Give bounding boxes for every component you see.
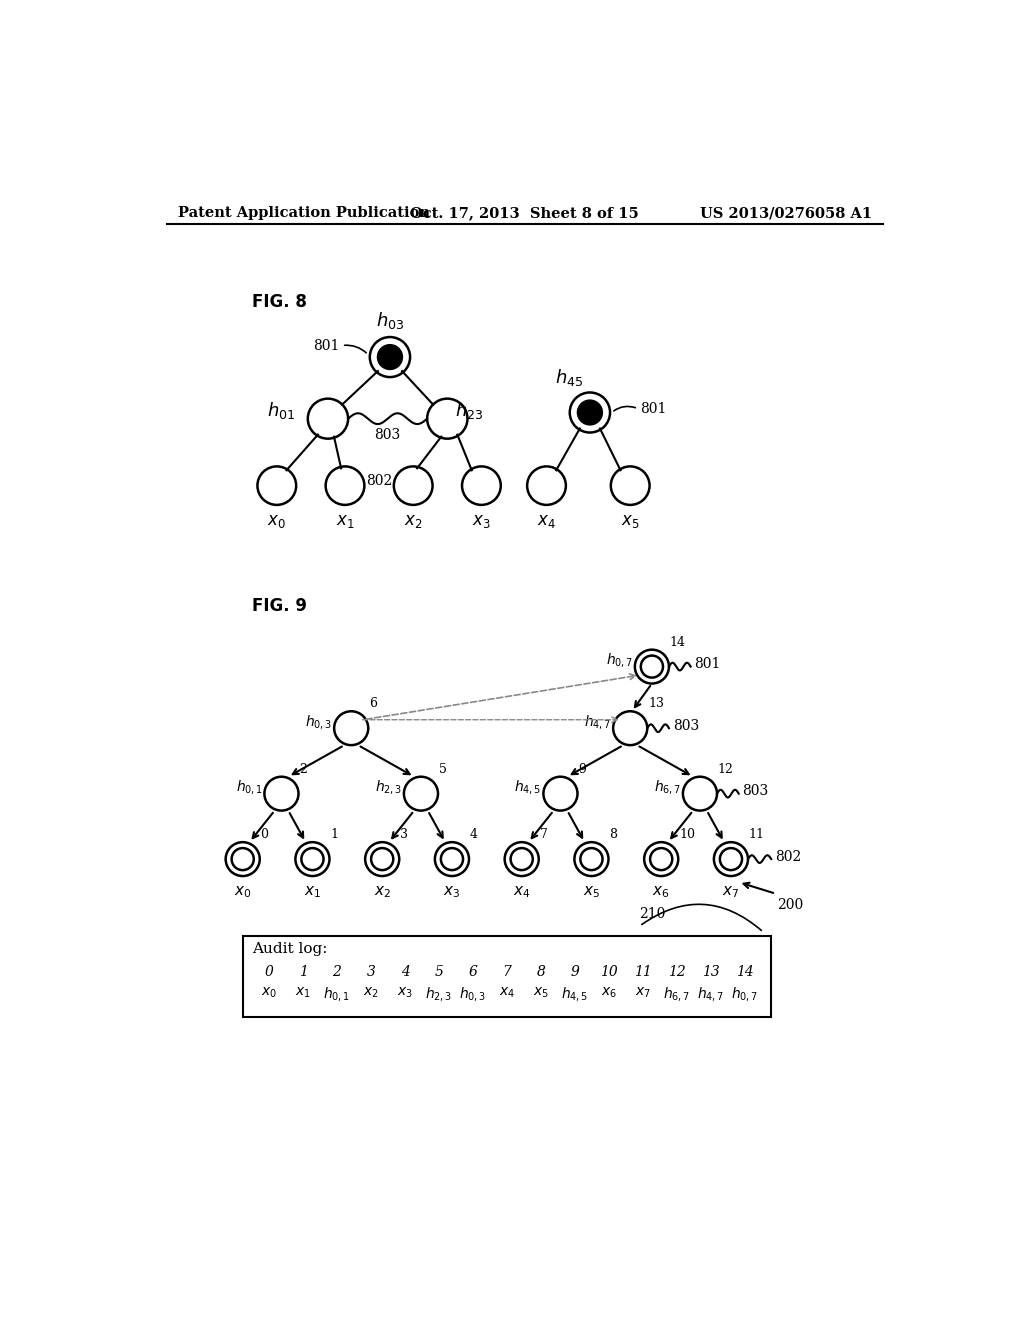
Text: 0: 0: [264, 965, 273, 979]
Text: $x_4$: $x_4$: [537, 512, 556, 529]
Text: $h_{45}$: $h_{45}$: [555, 367, 584, 388]
Text: FIG. 8: FIG. 8: [252, 293, 307, 312]
Text: 14: 14: [670, 636, 686, 649]
Text: $x_4$: $x_4$: [513, 884, 530, 900]
Text: 10: 10: [679, 829, 695, 841]
Text: 11: 11: [749, 829, 765, 841]
Text: $x_5$: $x_5$: [583, 884, 600, 900]
Text: 803: 803: [742, 784, 769, 799]
Circle shape: [578, 400, 602, 425]
Text: 8: 8: [609, 829, 617, 841]
Bar: [243, 936, 771, 1016]
Text: $x_3$: $x_3$: [397, 985, 413, 999]
Text: US 2013/0276058 A1: US 2013/0276058 A1: [699, 206, 872, 220]
Text: $x_7$: $x_7$: [722, 884, 739, 900]
Text: 6: 6: [369, 697, 377, 710]
Text: $h_{2,3}$: $h_{2,3}$: [375, 779, 402, 796]
Text: 210: 210: [640, 907, 666, 921]
Text: $h_{03}$: $h_{03}$: [376, 310, 404, 331]
Text: $h_{0,1}$: $h_{0,1}$: [236, 779, 263, 796]
Text: $h_{0,7}$: $h_{0,7}$: [731, 985, 759, 1003]
Text: 801: 801: [640, 401, 667, 416]
Text: $x_7$: $x_7$: [635, 985, 651, 999]
Text: 8: 8: [537, 965, 546, 979]
Text: 9: 9: [570, 965, 580, 979]
Text: 1: 1: [331, 829, 338, 841]
Text: 4: 4: [470, 829, 478, 841]
Text: $x_2$: $x_2$: [364, 985, 379, 999]
Text: 801: 801: [694, 657, 721, 672]
Text: 13: 13: [702, 965, 720, 979]
Text: Audit log:: Audit log:: [252, 942, 328, 956]
Text: $x_1$: $x_1$: [336, 512, 354, 529]
Text: 801: 801: [313, 338, 340, 352]
Text: $x_6$: $x_6$: [601, 985, 617, 999]
Text: 14: 14: [736, 965, 754, 979]
Text: 2: 2: [299, 763, 307, 776]
Text: 10: 10: [600, 965, 617, 979]
Text: 4: 4: [400, 965, 410, 979]
Text: 802: 802: [775, 850, 802, 863]
Text: $h_{4,7}$: $h_{4,7}$: [585, 713, 611, 731]
Text: 7: 7: [540, 829, 548, 841]
Text: 803: 803: [673, 719, 699, 733]
Text: 0: 0: [260, 829, 268, 841]
Text: 12: 12: [668, 965, 686, 979]
Text: $x_2$: $x_2$: [403, 512, 423, 529]
Text: 5: 5: [434, 965, 443, 979]
Text: 3: 3: [400, 829, 408, 841]
Circle shape: [378, 345, 402, 370]
Text: $h_{6,7}$: $h_{6,7}$: [654, 779, 681, 796]
Text: 7: 7: [503, 965, 511, 979]
Text: 3: 3: [367, 965, 376, 979]
Text: Oct. 17, 2013  Sheet 8 of 15: Oct. 17, 2013 Sheet 8 of 15: [411, 206, 639, 220]
Text: $h_{0,7}$: $h_{0,7}$: [606, 652, 633, 669]
Text: $x_0$: $x_0$: [261, 985, 278, 999]
Text: 1: 1: [299, 965, 307, 979]
Text: $h_{0,3}$: $h_{0,3}$: [460, 985, 486, 1003]
Text: $x_6$: $x_6$: [652, 884, 670, 900]
Text: 5: 5: [438, 763, 446, 776]
Text: 803: 803: [375, 428, 400, 442]
Text: 200: 200: [777, 898, 804, 912]
Text: $x_2$: $x_2$: [374, 884, 391, 900]
Text: 802: 802: [366, 474, 392, 488]
Text: $h_{6,7}$: $h_{6,7}$: [664, 985, 690, 1003]
Text: $h_{0,3}$: $h_{0,3}$: [305, 713, 333, 731]
Text: $x_3$: $x_3$: [443, 884, 461, 900]
Text: $x_4$: $x_4$: [499, 985, 515, 999]
Text: 2: 2: [333, 965, 341, 979]
Text: $h_{01}$: $h_{01}$: [267, 400, 295, 421]
Text: $x_5$: $x_5$: [621, 512, 640, 529]
Text: 12: 12: [718, 763, 733, 776]
Text: $x_1$: $x_1$: [295, 985, 311, 999]
Text: 9: 9: [579, 763, 586, 776]
Text: 11: 11: [634, 965, 652, 979]
Text: Patent Application Publication: Patent Application Publication: [178, 206, 430, 220]
Text: FIG. 9: FIG. 9: [252, 598, 307, 615]
Text: $x_5$: $x_5$: [532, 985, 549, 999]
Text: $h_{4,5}$: $h_{4,5}$: [514, 779, 542, 796]
Text: $x_3$: $x_3$: [472, 512, 490, 529]
Text: 6: 6: [469, 965, 477, 979]
Text: $h_{0,1}$: $h_{0,1}$: [324, 985, 350, 1003]
Text: $h_{23}$: $h_{23}$: [455, 400, 483, 421]
Text: 13: 13: [648, 697, 664, 710]
Text: $h_{4,7}$: $h_{4,7}$: [697, 985, 725, 1003]
Text: $x_0$: $x_0$: [233, 884, 252, 900]
Text: $h_{4,5}$: $h_{4,5}$: [561, 985, 589, 1003]
Text: $x_0$: $x_0$: [267, 512, 287, 529]
Text: $x_1$: $x_1$: [304, 884, 321, 900]
Text: $h_{2,3}$: $h_{2,3}$: [425, 985, 453, 1003]
